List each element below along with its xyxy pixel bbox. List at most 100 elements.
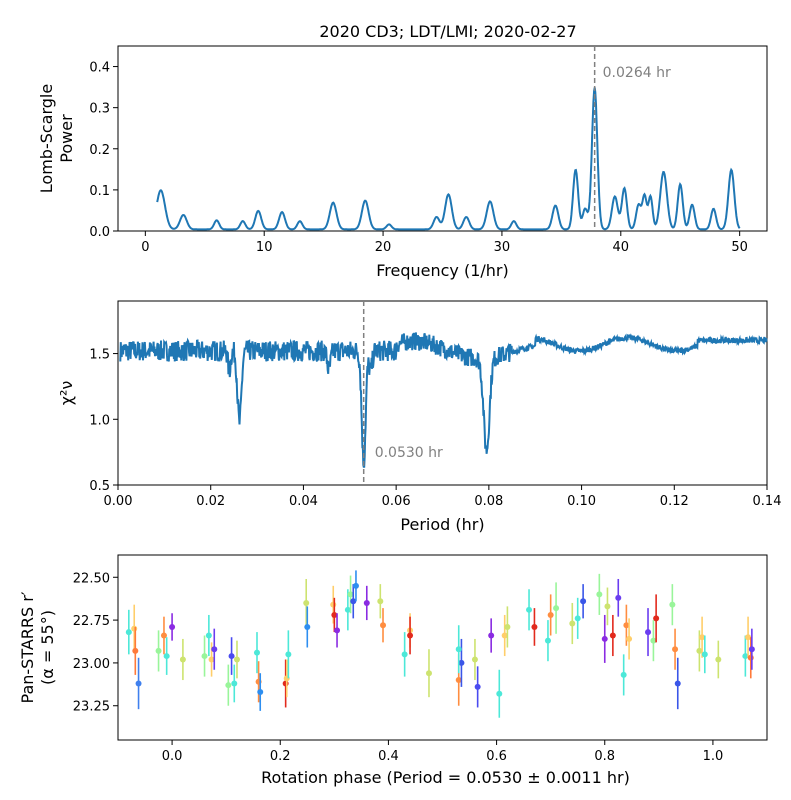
periodogram-line bbox=[156, 87, 741, 231]
y-axis-label-text: χ²ν bbox=[57, 381, 76, 406]
data-point bbox=[331, 611, 338, 618]
data-point bbox=[257, 689, 264, 696]
data-point bbox=[155, 647, 162, 654]
x-tick-label: 0.2 bbox=[270, 749, 291, 764]
data-point bbox=[569, 620, 576, 627]
period-annotation: 0.0530 hr bbox=[375, 445, 443, 461]
data-point bbox=[653, 615, 660, 622]
data-point bbox=[330, 601, 337, 608]
data-point bbox=[201, 653, 208, 660]
data-point bbox=[696, 647, 703, 654]
x-tick-label: 0.08 bbox=[474, 494, 503, 509]
x-tick-label: 0.4 bbox=[378, 749, 399, 764]
x-tick-label: 0.06 bbox=[382, 494, 411, 509]
data-point bbox=[601, 635, 608, 642]
data-point bbox=[650, 637, 657, 644]
y-tick-label: 23.00 bbox=[73, 657, 110, 672]
data-point bbox=[208, 656, 215, 663]
data-point bbox=[645, 629, 652, 636]
x-tick-label: 40 bbox=[613, 240, 630, 255]
data-point bbox=[596, 591, 603, 598]
x-axis-label: Rotation phase (Period = 0.0530 ± 0.0011… bbox=[261, 768, 630, 787]
y-tick-label: 0.1 bbox=[89, 184, 110, 199]
data-point bbox=[742, 653, 749, 660]
data-point bbox=[547, 611, 554, 618]
x-tick-label: 1.0 bbox=[703, 749, 724, 764]
data-point bbox=[458, 659, 465, 666]
data-point bbox=[407, 632, 414, 639]
data-point bbox=[344, 606, 351, 613]
data-point bbox=[211, 646, 218, 653]
x-axis-label: Frequency (1/hr) bbox=[376, 261, 509, 280]
data-point bbox=[425, 670, 432, 677]
y-axis-label-line2: Power bbox=[57, 114, 76, 163]
data-point bbox=[626, 635, 633, 642]
data-point bbox=[225, 682, 232, 689]
y-axis-label: χ²ν bbox=[57, 381, 76, 406]
y-tick-label: 0.5 bbox=[89, 479, 110, 494]
y-axis-label-line1: Lomb-Scargle bbox=[37, 84, 56, 193]
periodogram-frame bbox=[117, 45, 768, 232]
x-tick-label: 0.14 bbox=[753, 494, 782, 509]
x-axis-label: Period (hr) bbox=[400, 515, 484, 534]
data-point bbox=[474, 683, 481, 690]
y-tick-label: 1.5 bbox=[89, 348, 110, 363]
y-tick-label: 22.50 bbox=[73, 571, 110, 586]
lightcurve-panel: 0.0 0.2 0.4 0.6 0.8 1.0 22.50 22.75 23.00 23.25 Ro… bbox=[18, 554, 768, 787]
y-axis-label-line1: Pan-STARRS r′ bbox=[18, 591, 37, 703]
data-point bbox=[363, 599, 370, 606]
data-point bbox=[347, 591, 354, 598]
data-point bbox=[205, 632, 212, 639]
data-point bbox=[253, 649, 260, 656]
data-point bbox=[488, 632, 495, 639]
x-tick-label: 0.0 bbox=[162, 749, 183, 764]
data-point bbox=[574, 615, 581, 622]
data-point bbox=[496, 690, 503, 697]
x-tick-label: 30 bbox=[494, 240, 511, 255]
data-point bbox=[674, 680, 681, 687]
data-point bbox=[352, 582, 359, 589]
data-point bbox=[747, 654, 754, 661]
x-tick-label: 0.04 bbox=[289, 494, 318, 509]
y-tick-label: 1.0 bbox=[89, 413, 110, 428]
data-point bbox=[334, 627, 341, 634]
data-point bbox=[699, 634, 706, 641]
x-tick-label: 0 bbox=[141, 240, 149, 255]
data-point bbox=[701, 651, 708, 658]
data-point bbox=[553, 605, 560, 612]
y-axis-label: Pan-STARRS r′ (α = 55°) bbox=[18, 591, 57, 703]
x-tick-label: 10 bbox=[256, 240, 273, 255]
y-axis-label-line2: (α = 55°) bbox=[38, 610, 57, 685]
data-point bbox=[377, 598, 384, 605]
chi2-frame bbox=[117, 300, 768, 486]
x-tick-label: 0.00 bbox=[104, 494, 133, 509]
y-tick-label: 23.25 bbox=[73, 700, 110, 715]
data-point bbox=[501, 632, 508, 639]
x-tick-label: 0.6 bbox=[486, 749, 507, 764]
data-point bbox=[669, 601, 676, 608]
figure-title: 2020 CD3; LDT/LMI; 2020-02-27 bbox=[319, 22, 576, 41]
y-axis-label: Lomb-Scargle Power bbox=[37, 84, 76, 193]
x-tick-label: 50 bbox=[731, 240, 748, 255]
data-point bbox=[715, 656, 722, 663]
chi2-panel: 0.00 0.02 0.04 0.06 0.08 0.10 0.12 0.14 0.5 1.0 1.… bbox=[57, 300, 782, 534]
data-point bbox=[580, 598, 587, 605]
peak-annotation: 0.0264 hr bbox=[603, 65, 671, 81]
data-point bbox=[504, 623, 511, 630]
x-tick-label: 0.10 bbox=[567, 494, 596, 509]
data-point bbox=[672, 646, 679, 653]
data-point bbox=[304, 623, 311, 630]
data-point bbox=[380, 622, 387, 629]
x-tick-label: 0.02 bbox=[196, 494, 225, 509]
data-point bbox=[748, 646, 755, 653]
chi2-line bbox=[119, 332, 768, 468]
data-point bbox=[179, 656, 186, 663]
data-point bbox=[169, 623, 176, 630]
data-point bbox=[132, 647, 139, 654]
data-point bbox=[125, 629, 132, 636]
x-tick-label: 20 bbox=[375, 240, 392, 255]
y-tick-label: 0.0 bbox=[89, 225, 110, 240]
data-point bbox=[231, 680, 238, 687]
y-tick-label: 0.4 bbox=[89, 61, 110, 76]
